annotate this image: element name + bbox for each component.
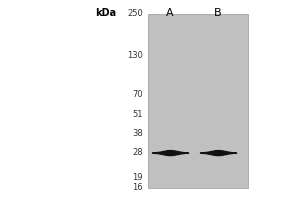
Text: 19: 19	[133, 173, 143, 182]
Text: 51: 51	[133, 110, 143, 119]
Text: 38: 38	[132, 129, 143, 138]
Text: A: A	[166, 8, 174, 18]
Text: B: B	[214, 8, 222, 18]
Text: kDa: kDa	[95, 8, 116, 18]
Text: 250: 250	[127, 9, 143, 19]
Text: 130: 130	[127, 51, 143, 60]
Bar	[148, 14, 248, 188]
Text: 16: 16	[132, 184, 143, 192]
Text: 28: 28	[132, 148, 143, 157]
Text: 70: 70	[132, 90, 143, 99]
